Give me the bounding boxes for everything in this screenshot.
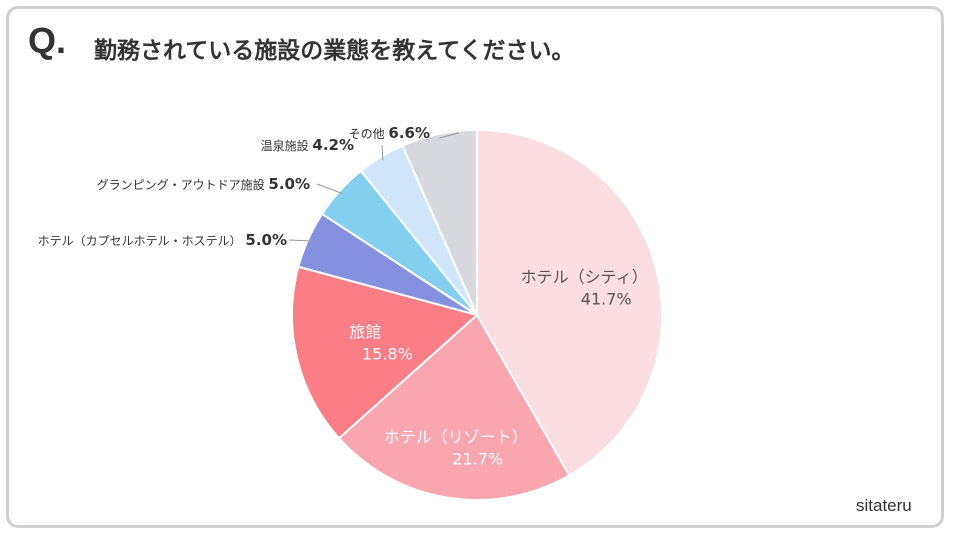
slice-label-3: ホテル（カプセルホテル・ホステル） bbox=[38, 234, 246, 248]
slice-label-4: グランピング・アウトドア施設 bbox=[97, 177, 269, 192]
slice-value-4: 5.0% bbox=[268, 175, 310, 193]
sitateru-logo: sitateru bbox=[856, 496, 912, 515]
slice-value-1: 21.7% bbox=[452, 450, 503, 469]
slice-label-5: 温泉施設 bbox=[261, 138, 313, 153]
leader-line-5 bbox=[381, 144, 384, 161]
pie-slice-1 bbox=[337, 313, 571, 501]
leader-line-3 bbox=[288, 239, 312, 242]
leader-line-4 bbox=[316, 183, 343, 195]
question-title: 勤務されている施設の業態を教えてください。 bbox=[94, 38, 575, 64]
leader-line-6 bbox=[439, 132, 460, 139]
slice-outside-label-5: 温泉施設 4.2% bbox=[261, 136, 354, 154]
question-mark: Q. bbox=[28, 20, 67, 61]
slice-value-6: 6.6% bbox=[388, 124, 430, 142]
pie-slice-0 bbox=[476, 128, 663, 477]
slice-outside-label-4: グランピング・アウトドア施設 5.0% bbox=[97, 175, 310, 193]
slice-label-0: ホテル（シティ） bbox=[521, 267, 648, 286]
slice-label-6: その他 bbox=[349, 127, 389, 141]
slice-value-0: 41.7% bbox=[581, 289, 632, 308]
slice-label-1: ホテル（リゾート） bbox=[384, 428, 528, 447]
slice-outside-label-6: その他 6.6% bbox=[349, 124, 430, 142]
slice-outside-label-3: ホテル（カプセルホテル・ホステル） 5.0% bbox=[38, 231, 287, 249]
slice-value-2: 15.8% bbox=[362, 344, 413, 363]
slice-label-2: 旅館 bbox=[349, 322, 381, 341]
slice-value-3: 5.0% bbox=[245, 231, 287, 249]
pie-slice-2 bbox=[291, 265, 480, 440]
pie-slice-6 bbox=[401, 128, 478, 316]
slice-value-5: 4.2% bbox=[312, 136, 354, 154]
